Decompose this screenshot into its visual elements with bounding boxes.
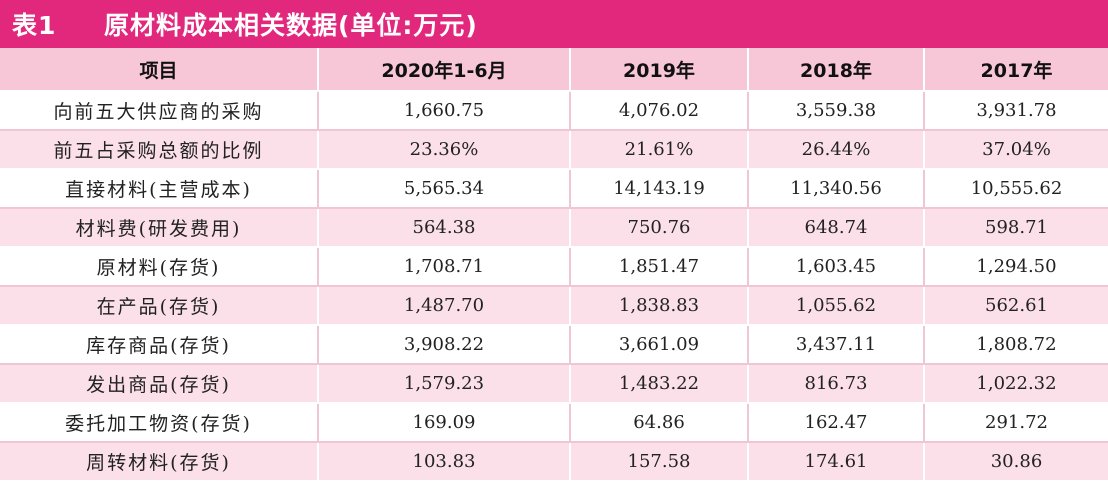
cell-value: 64.86 — [570, 403, 749, 443]
table-row: 在产品(存货) 1,487.70 1,838.83 1,055.62 562.6… — [0, 286, 1108, 326]
table-row: 周转材料(存货) 103.83 157.58 174.61 30.86 — [0, 442, 1108, 482]
header-row: 项目 2020年1-6月 2019年 2018年 2017年 — [0, 48, 1108, 92]
cell-value: 750.76 — [570, 208, 749, 248]
cell-value: 37.04% — [924, 130, 1108, 170]
cell-value: 3,661.09 — [570, 325, 749, 365]
cell-value: 1,483.22 — [570, 364, 749, 404]
row-label: 发出商品(存货) — [0, 364, 319, 404]
row-label: 委托加工物资(存货) — [0, 403, 319, 443]
cell-value: 169.09 — [318, 403, 571, 443]
cell-value: 14,143.19 — [570, 169, 749, 209]
header-2018: 2018年 — [748, 48, 925, 92]
row-label: 向前五大供应商的采购 — [0, 91, 319, 131]
cell-value: 162.47 — [748, 403, 925, 443]
table-title-bar: 表1 原材料成本相关数据(单位:万元) — [0, 0, 1108, 48]
cell-value: 291.72 — [924, 403, 1108, 443]
cell-value: 157.58 — [570, 442, 749, 482]
cell-value: 562.61 — [924, 286, 1108, 326]
cell-value: 4,076.02 — [570, 91, 749, 131]
cell-value: 564.38 — [318, 208, 571, 248]
cell-value: 26.44% — [748, 130, 925, 170]
cell-value: 1,838.83 — [570, 286, 749, 326]
table-row: 库存商品(存货) 3,908.22 3,661.09 3,437.11 1,80… — [0, 325, 1108, 365]
table-row: 原材料(存货) 1,708.71 1,851.47 1,603.45 1,294… — [0, 247, 1108, 287]
cell-value: 1,851.47 — [570, 247, 749, 287]
cell-value: 1,022.32 — [924, 364, 1108, 404]
cell-value: 1,660.75 — [318, 91, 571, 131]
cell-value: 1,708.71 — [318, 247, 571, 287]
cell-value: 1,808.72 — [924, 325, 1108, 365]
cell-value: 598.71 — [924, 208, 1108, 248]
table-row: 发出商品(存货) 1,579.23 1,483.22 816.73 1,022.… — [0, 364, 1108, 404]
cell-value: 1,487.70 — [318, 286, 571, 326]
cell-value: 30.86 — [924, 442, 1108, 482]
header-2017: 2017年 — [924, 48, 1108, 92]
cell-value: 1,603.45 — [748, 247, 925, 287]
cell-value: 174.61 — [748, 442, 925, 482]
cell-value: 648.74 — [748, 208, 925, 248]
row-label: 周转材料(存货) — [0, 442, 319, 482]
cell-value: 1,579.23 — [318, 364, 571, 404]
cell-value: 5,565.34 — [318, 169, 571, 209]
row-label: 前五占采购总额的比例 — [0, 130, 319, 170]
cell-value: 1,294.50 — [924, 247, 1108, 287]
cell-value: 23.36% — [318, 130, 571, 170]
cell-value: 1,055.62 — [748, 286, 925, 326]
cell-value: 11,340.56 — [748, 169, 925, 209]
cell-value: 3,437.11 — [748, 325, 925, 365]
row-label: 库存商品(存货) — [0, 325, 319, 365]
cell-value: 3,559.38 — [748, 91, 925, 131]
row-label: 直接材料(主营成本) — [0, 169, 319, 209]
table-row: 材料费(研发费用) 564.38 750.76 648.74 598.71 — [0, 208, 1108, 248]
table-row: 直接材料(主营成本) 5,565.34 14,143.19 11,340.56 … — [0, 169, 1108, 209]
header-2019: 2019年 — [570, 48, 749, 92]
row-label: 原材料(存货) — [0, 247, 319, 287]
table-row: 向前五大供应商的采购 1,660.75 4,076.02 3,559.38 3,… — [0, 91, 1108, 131]
cell-value: 21.61% — [570, 130, 749, 170]
header-item: 项目 — [0, 48, 319, 92]
table-number: 表1 — [12, 11, 57, 40]
table-title: 原材料成本相关数据(单位:万元) — [104, 11, 478, 40]
raw-material-cost-table: 项目 2020年1-6月 2019年 2018年 2017年 向前五大供应商的采… — [0, 48, 1108, 482]
cell-value: 816.73 — [748, 364, 925, 404]
cell-value: 10,555.62 — [924, 169, 1108, 209]
cell-value: 3,931.78 — [924, 91, 1108, 131]
table-row: 委托加工物资(存货) 169.09 64.86 162.47 291.72 — [0, 403, 1108, 443]
row-label: 在产品(存货) — [0, 286, 319, 326]
cell-value: 3,908.22 — [318, 325, 571, 365]
header-2020h1: 2020年1-6月 — [318, 48, 571, 92]
table-row: 前五占采购总额的比例 23.36% 21.61% 26.44% 37.04% — [0, 130, 1108, 170]
row-label: 材料费(研发费用) — [0, 208, 319, 248]
cell-value: 103.83 — [318, 442, 571, 482]
